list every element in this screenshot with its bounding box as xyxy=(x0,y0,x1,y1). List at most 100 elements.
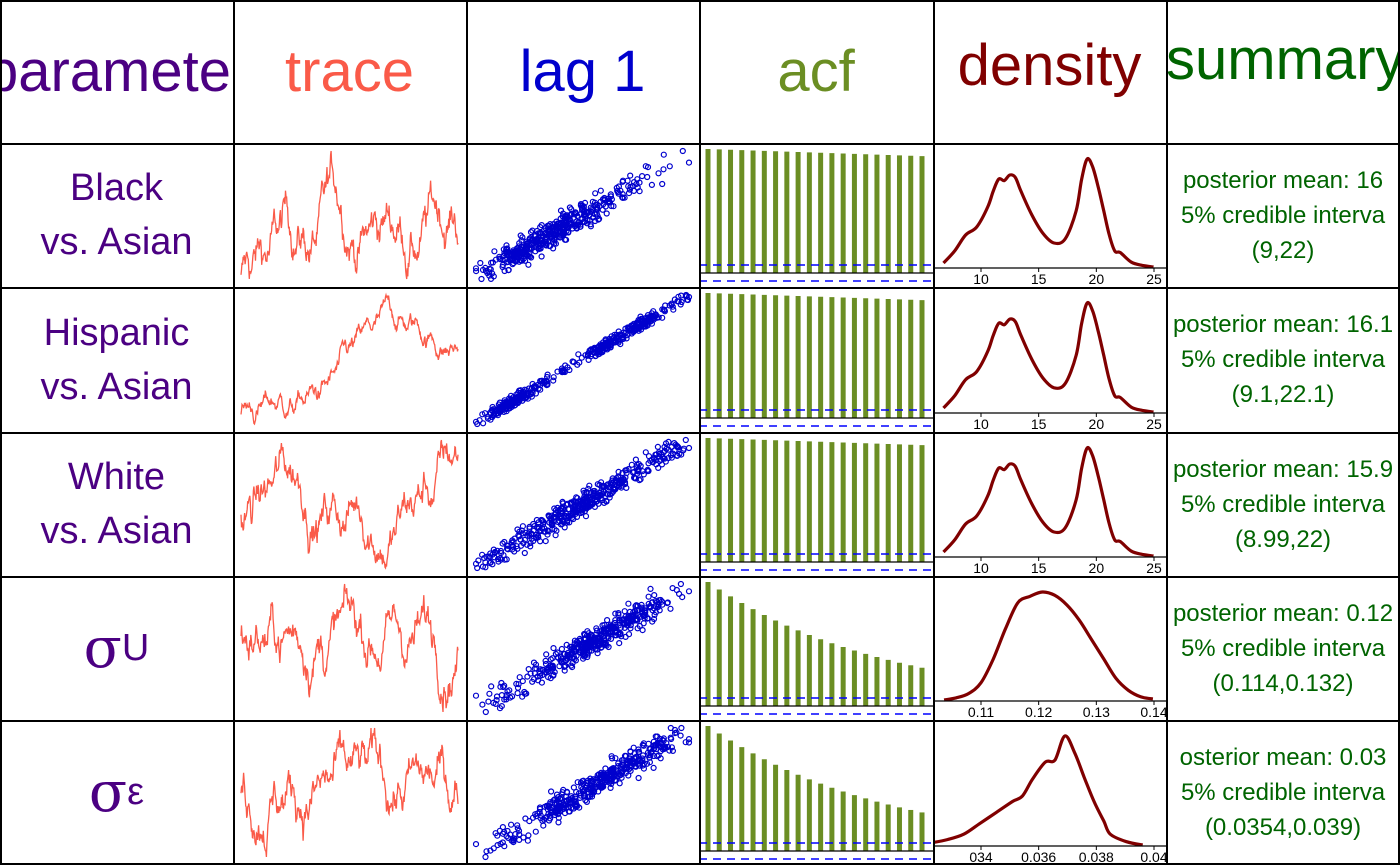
density-tick-label: 15 xyxy=(1031,416,1047,432)
lag1-point xyxy=(615,609,622,617)
lag1-point xyxy=(527,543,534,550)
lag1-point xyxy=(638,315,645,322)
header-lag-label: lag 1 xyxy=(519,39,646,104)
lag1-point xyxy=(637,323,645,330)
lag1-point xyxy=(615,481,622,488)
lag1-point xyxy=(582,635,589,643)
credible-interval-label: 5% credible interva xyxy=(1180,490,1386,518)
lag1-point xyxy=(528,384,536,392)
lag1-point xyxy=(557,808,564,815)
lag1-point xyxy=(597,775,604,782)
lag1-point xyxy=(659,601,666,608)
lag1-point xyxy=(533,516,541,524)
lag1-point xyxy=(655,170,662,177)
lag1-point xyxy=(557,796,564,803)
lag1-point xyxy=(577,498,584,506)
lag1-point xyxy=(629,618,636,625)
lag1-point xyxy=(564,655,571,662)
posterior-mean: osterior mean: 0.03 xyxy=(1179,744,1387,771)
lag1-point xyxy=(640,471,647,478)
trace-line xyxy=(240,727,459,858)
lag1-point xyxy=(546,804,553,812)
lag1-point xyxy=(554,797,561,804)
lag1-point xyxy=(561,650,568,658)
lag1-point xyxy=(599,206,606,213)
lag1-point xyxy=(496,827,504,834)
parameter-name-line2: vs. Asian xyxy=(40,510,193,552)
lag1-point xyxy=(482,853,489,861)
lag1-point xyxy=(644,749,651,756)
lag1-point xyxy=(573,218,580,225)
density-tick-label: 25 xyxy=(1146,416,1162,432)
lag1-point xyxy=(563,788,571,796)
lag1-point xyxy=(524,837,532,844)
lag1-point xyxy=(496,399,504,406)
header-parameter: paramete xyxy=(0,0,233,143)
lag1-point xyxy=(525,261,532,268)
lag1-point xyxy=(553,791,561,798)
lag1-point xyxy=(515,389,522,396)
lag1-point xyxy=(496,255,503,262)
header-lag: lag 1 xyxy=(466,0,699,143)
density-tick-label: 10 xyxy=(973,560,989,576)
lag1-point xyxy=(573,638,581,645)
lag1-point xyxy=(581,786,588,793)
lag1-point xyxy=(524,239,531,247)
parameter-name: White vs. Asian xyxy=(0,432,233,576)
lag1-point xyxy=(659,314,666,321)
lag1-point xyxy=(532,828,539,835)
lag1-point xyxy=(553,808,560,816)
lag1-point xyxy=(476,417,483,424)
lag1-point xyxy=(485,698,492,705)
lag1-point xyxy=(534,810,541,817)
header-summary-label: summary xyxy=(1166,27,1400,92)
lag1-point xyxy=(605,491,612,498)
density-plot: 0.11 0.12 0.13 0.14 xyxy=(933,576,1166,720)
lag1-point xyxy=(595,216,602,223)
lag1-point xyxy=(617,187,624,194)
lag1-point xyxy=(642,163,649,170)
lag1-point xyxy=(551,526,558,533)
lag1-point xyxy=(507,392,515,399)
lag1-point xyxy=(575,351,582,358)
lag1-point xyxy=(574,644,581,651)
lag1-point xyxy=(659,453,666,460)
lag1-point xyxy=(608,753,615,760)
lag1-point xyxy=(499,823,507,831)
lag1-point xyxy=(540,521,547,528)
lag1-point xyxy=(581,211,589,218)
posterior-mean: posterior mean: 0.12 xyxy=(1172,599,1394,627)
lag1-point xyxy=(501,843,508,850)
lag1-point xyxy=(472,265,480,272)
lag1-point xyxy=(625,772,632,779)
lag1-point xyxy=(668,300,675,307)
lag1-point xyxy=(654,753,661,760)
lag1-point xyxy=(595,500,602,507)
lag1-point xyxy=(683,293,690,300)
lag1-point xyxy=(661,308,668,315)
lag1-point xyxy=(679,147,686,155)
lag1-point xyxy=(494,555,502,563)
lag1-point xyxy=(506,831,514,838)
lag1-point xyxy=(659,180,666,188)
lag1-point xyxy=(568,663,576,671)
lag1-point xyxy=(566,519,573,526)
lag1-point xyxy=(511,535,518,542)
lag1-point xyxy=(669,303,676,310)
lag1-point xyxy=(601,197,608,204)
density-tick-label: 0.14 xyxy=(1140,704,1166,720)
lag1-point xyxy=(623,484,630,492)
lag1-point xyxy=(521,536,529,544)
lag1-point xyxy=(530,520,537,528)
lag1-point xyxy=(497,683,504,690)
lag1-point xyxy=(616,780,623,787)
lag1-point xyxy=(515,827,523,834)
lag1-point xyxy=(553,804,561,812)
lag1-point xyxy=(618,616,625,624)
summary-text: osterior mean: 0.03 5% credible interva (0… xyxy=(1166,720,1400,865)
lag1-point xyxy=(651,742,658,749)
lag1-point xyxy=(550,644,557,652)
lag1-point xyxy=(602,765,609,772)
density-plot: 034 0.036 0.038 0.04 xyxy=(933,720,1166,865)
lag1-point xyxy=(632,603,639,610)
